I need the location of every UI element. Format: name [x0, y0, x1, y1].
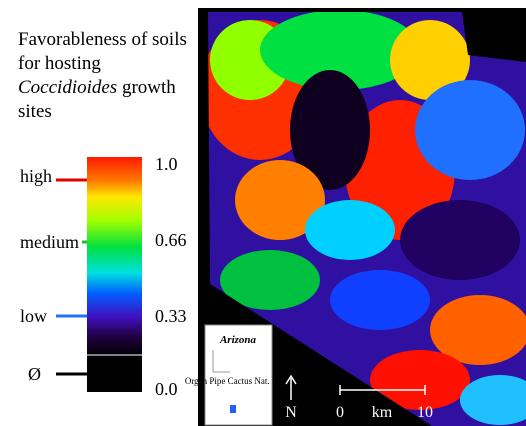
scale-unit: km — [372, 404, 393, 421]
legend-tick: 1.0 — [155, 154, 178, 174]
legend-tick: 0.0 — [155, 379, 178, 399]
legend-class: medium — [20, 232, 79, 252]
legend-class: high — [20, 166, 52, 186]
title-species: Coccidioides — [18, 77, 117, 98]
page: high medium low Ø 1.0 0.66 0.33 0.0 Ariz… — [0, 0, 526, 426]
title-text: Favorableness of soils for hosting — [18, 29, 187, 74]
legend-null — [87, 355, 142, 392]
legend-class: low — [20, 306, 47, 326]
north-label: N — [285, 404, 297, 421]
inset-title: Arizona — [219, 334, 257, 346]
scale-label: 10 — [417, 404, 433, 421]
title: Favorableness of soils for hosting Cocci… — [18, 28, 203, 124]
inset-label: Organ Pipe Cactus Nat. Mon. — [185, 376, 291, 386]
legend-tick: 0.33 — [155, 306, 187, 326]
legend-tick: 0.66 — [155, 230, 187, 250]
legend-bar — [87, 157, 142, 357]
scale-label: 0 — [336, 404, 344, 421]
legend-class: Ø — [28, 364, 41, 384]
